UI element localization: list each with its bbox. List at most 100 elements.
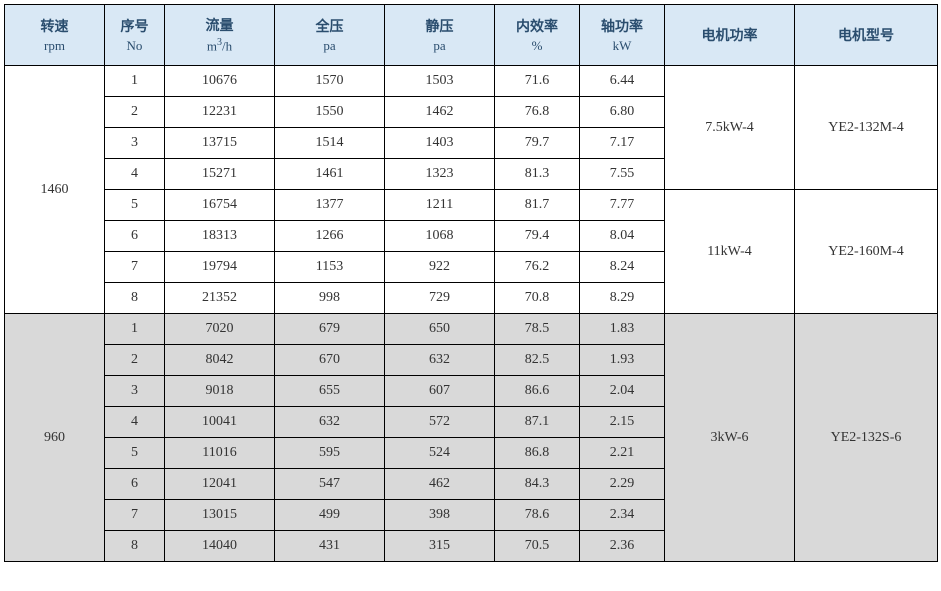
tp-cell: 1514 [275, 128, 385, 159]
shaft-cell: 1.83 [580, 314, 665, 345]
no-cell: 6 [105, 469, 165, 500]
shaft-cell: 2.04 [580, 376, 665, 407]
flow-cell: 10676 [165, 66, 275, 97]
table-row: 9601702067965078.51.833kW-6YE2-132S-6 [5, 314, 938, 345]
eff-cell: 87.1 [495, 407, 580, 438]
col-label: 序号 [105, 16, 164, 36]
flow-cell: 10041 [165, 407, 275, 438]
no-cell: 1 [105, 314, 165, 345]
flow-cell: 21352 [165, 283, 275, 314]
no-cell: 2 [105, 97, 165, 128]
col-header: 内效率% [495, 5, 580, 66]
sp-cell: 607 [385, 376, 495, 407]
col-label: 转速 [5, 16, 104, 36]
col-label: 全压 [275, 16, 384, 36]
sp-cell: 1323 [385, 159, 495, 190]
no-cell: 5 [105, 438, 165, 469]
no-cell: 4 [105, 407, 165, 438]
no-cell: 5 [105, 190, 165, 221]
tp-cell: 1461 [275, 159, 385, 190]
col-header: 全压pa [275, 5, 385, 66]
eff-cell: 81.7 [495, 190, 580, 221]
sp-cell: 315 [385, 531, 495, 562]
motor-power-cell: 3kW-6 [665, 314, 795, 562]
table-row: 14601106761570150371.66.447.5kW-4YE2-132… [5, 66, 938, 97]
eff-cell: 79.7 [495, 128, 580, 159]
eff-cell: 86.6 [495, 376, 580, 407]
col-header: 电机功率 [665, 5, 795, 66]
sp-cell: 729 [385, 283, 495, 314]
tp-cell: 632 [275, 407, 385, 438]
tp-cell: 1377 [275, 190, 385, 221]
rpm-cell: 1460 [5, 66, 105, 314]
col-label: 电机功率 [665, 25, 794, 45]
flow-cell: 19794 [165, 252, 275, 283]
sp-cell: 650 [385, 314, 495, 345]
flow-cell: 18313 [165, 221, 275, 252]
shaft-cell: 8.29 [580, 283, 665, 314]
flow-cell: 12231 [165, 97, 275, 128]
header-row: 转速rpm序号No流量m3/h全压pa静压pa内效率%轴功率kW电机功率电机型号 [5, 5, 938, 66]
tp-cell: 595 [275, 438, 385, 469]
table-row: 5167541377121181.77.7711kW-4YE2-160M-4 [5, 190, 938, 221]
tp-cell: 1550 [275, 97, 385, 128]
no-cell: 8 [105, 283, 165, 314]
fan-spec-table: 转速rpm序号No流量m3/h全压pa静压pa内效率%轴功率kW电机功率电机型号… [4, 4, 938, 562]
col-header: 轴功率kW [580, 5, 665, 66]
col-label: 内效率 [495, 16, 579, 36]
sp-cell: 462 [385, 469, 495, 500]
col-unit: m3/h [165, 37, 274, 54]
col-label: 静压 [385, 16, 494, 36]
tp-cell: 998 [275, 283, 385, 314]
shaft-cell: 8.04 [580, 221, 665, 252]
col-unit: rpm [5, 38, 104, 54]
eff-cell: 76.8 [495, 97, 580, 128]
eff-cell: 86.8 [495, 438, 580, 469]
motor-power-cell: 11kW-4 [665, 190, 795, 314]
sp-cell: 398 [385, 500, 495, 531]
flow-cell: 14040 [165, 531, 275, 562]
col-label: 电机型号 [795, 25, 937, 45]
col-header: 电机型号 [795, 5, 938, 66]
no-cell: 8 [105, 531, 165, 562]
eff-cell: 78.5 [495, 314, 580, 345]
motor-power-cell: 7.5kW-4 [665, 66, 795, 190]
sp-cell: 632 [385, 345, 495, 376]
eff-cell: 76.2 [495, 252, 580, 283]
flow-cell: 8042 [165, 345, 275, 376]
sp-cell: 1403 [385, 128, 495, 159]
tp-cell: 499 [275, 500, 385, 531]
sp-cell: 572 [385, 407, 495, 438]
eff-cell: 84.3 [495, 469, 580, 500]
no-cell: 4 [105, 159, 165, 190]
col-header: 序号 No [105, 5, 165, 66]
shaft-cell: 2.29 [580, 469, 665, 500]
sp-cell: 1068 [385, 221, 495, 252]
flow-cell: 7020 [165, 314, 275, 345]
shaft-cell: 8.24 [580, 252, 665, 283]
eff-cell: 79.4 [495, 221, 580, 252]
flow-cell: 11016 [165, 438, 275, 469]
shaft-cell: 6.80 [580, 97, 665, 128]
flow-cell: 13715 [165, 128, 275, 159]
tp-cell: 1570 [275, 66, 385, 97]
shaft-cell: 6.44 [580, 66, 665, 97]
sp-cell: 1462 [385, 97, 495, 128]
eff-cell: 82.5 [495, 345, 580, 376]
no-cell: 1 [105, 66, 165, 97]
eff-cell: 71.6 [495, 66, 580, 97]
eff-cell: 81.3 [495, 159, 580, 190]
col-unit: kW [580, 38, 664, 54]
no-cell: 3 [105, 128, 165, 159]
col-header: 流量m3/h [165, 5, 275, 66]
col-unit: No [105, 38, 164, 54]
shaft-cell: 1.93 [580, 345, 665, 376]
tp-cell: 655 [275, 376, 385, 407]
tp-cell: 679 [275, 314, 385, 345]
flow-cell: 13015 [165, 500, 275, 531]
shaft-cell: 7.17 [580, 128, 665, 159]
sp-cell: 524 [385, 438, 495, 469]
flow-cell: 16754 [165, 190, 275, 221]
no-cell: 7 [105, 252, 165, 283]
no-cell: 7 [105, 500, 165, 531]
